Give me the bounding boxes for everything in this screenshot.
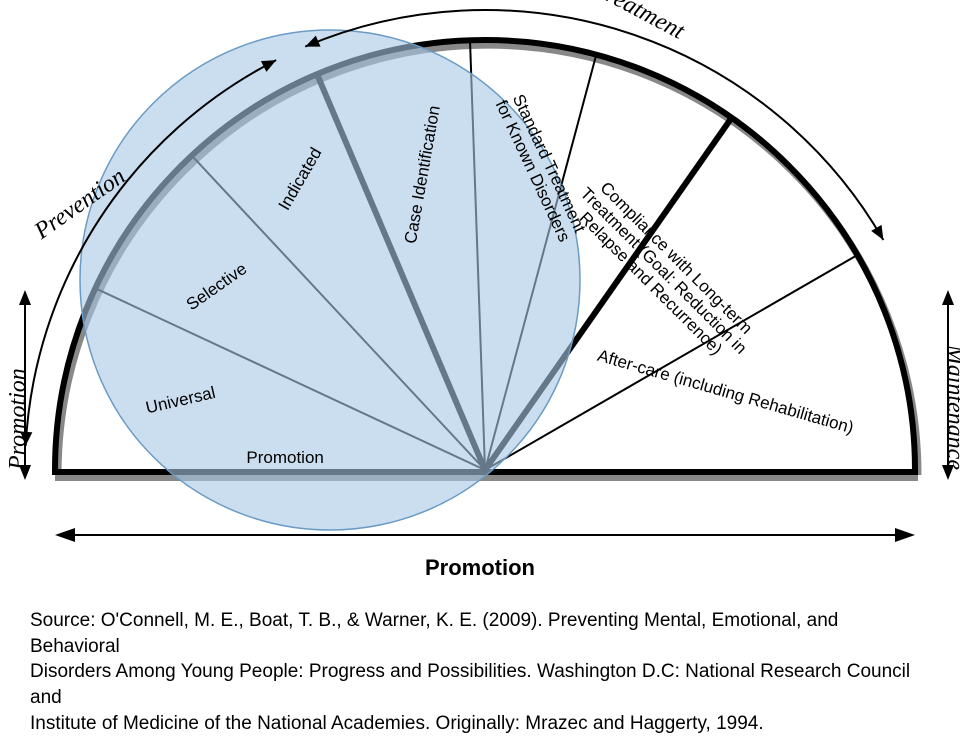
wedge-label: Compliance with Long-termTreatment (Goal… (564, 171, 763, 370)
caption-line: Source: O'Connell, M. E., Boat, T. B., &… (30, 610, 838, 657)
caption-line: Institute of Medicine of the National Ac… (30, 713, 764, 734)
outer-label-treatment: Treatment (591, 0, 690, 45)
wedge-label: Promotion (246, 448, 323, 467)
source-caption: Source: O'Connell, M. E., Boat, T. B., &… (30, 608, 930, 736)
bottom-arrow (55, 528, 915, 542)
diagram-root: { "diagram": { "center_x": 485, "center_… (0, 0, 960, 722)
outer-label-promotion: Promotion (5, 368, 31, 471)
outer-label-maintenance: Maintenance (942, 344, 960, 471)
wedge-label: After-care (including Rehabilitation) (595, 346, 855, 437)
caption-line: Disorders Among Young People: Progress a… (30, 661, 910, 708)
promotion-bottom-label: Promotion (0, 555, 960, 581)
outer-arc-arrowhead (871, 225, 883, 240)
